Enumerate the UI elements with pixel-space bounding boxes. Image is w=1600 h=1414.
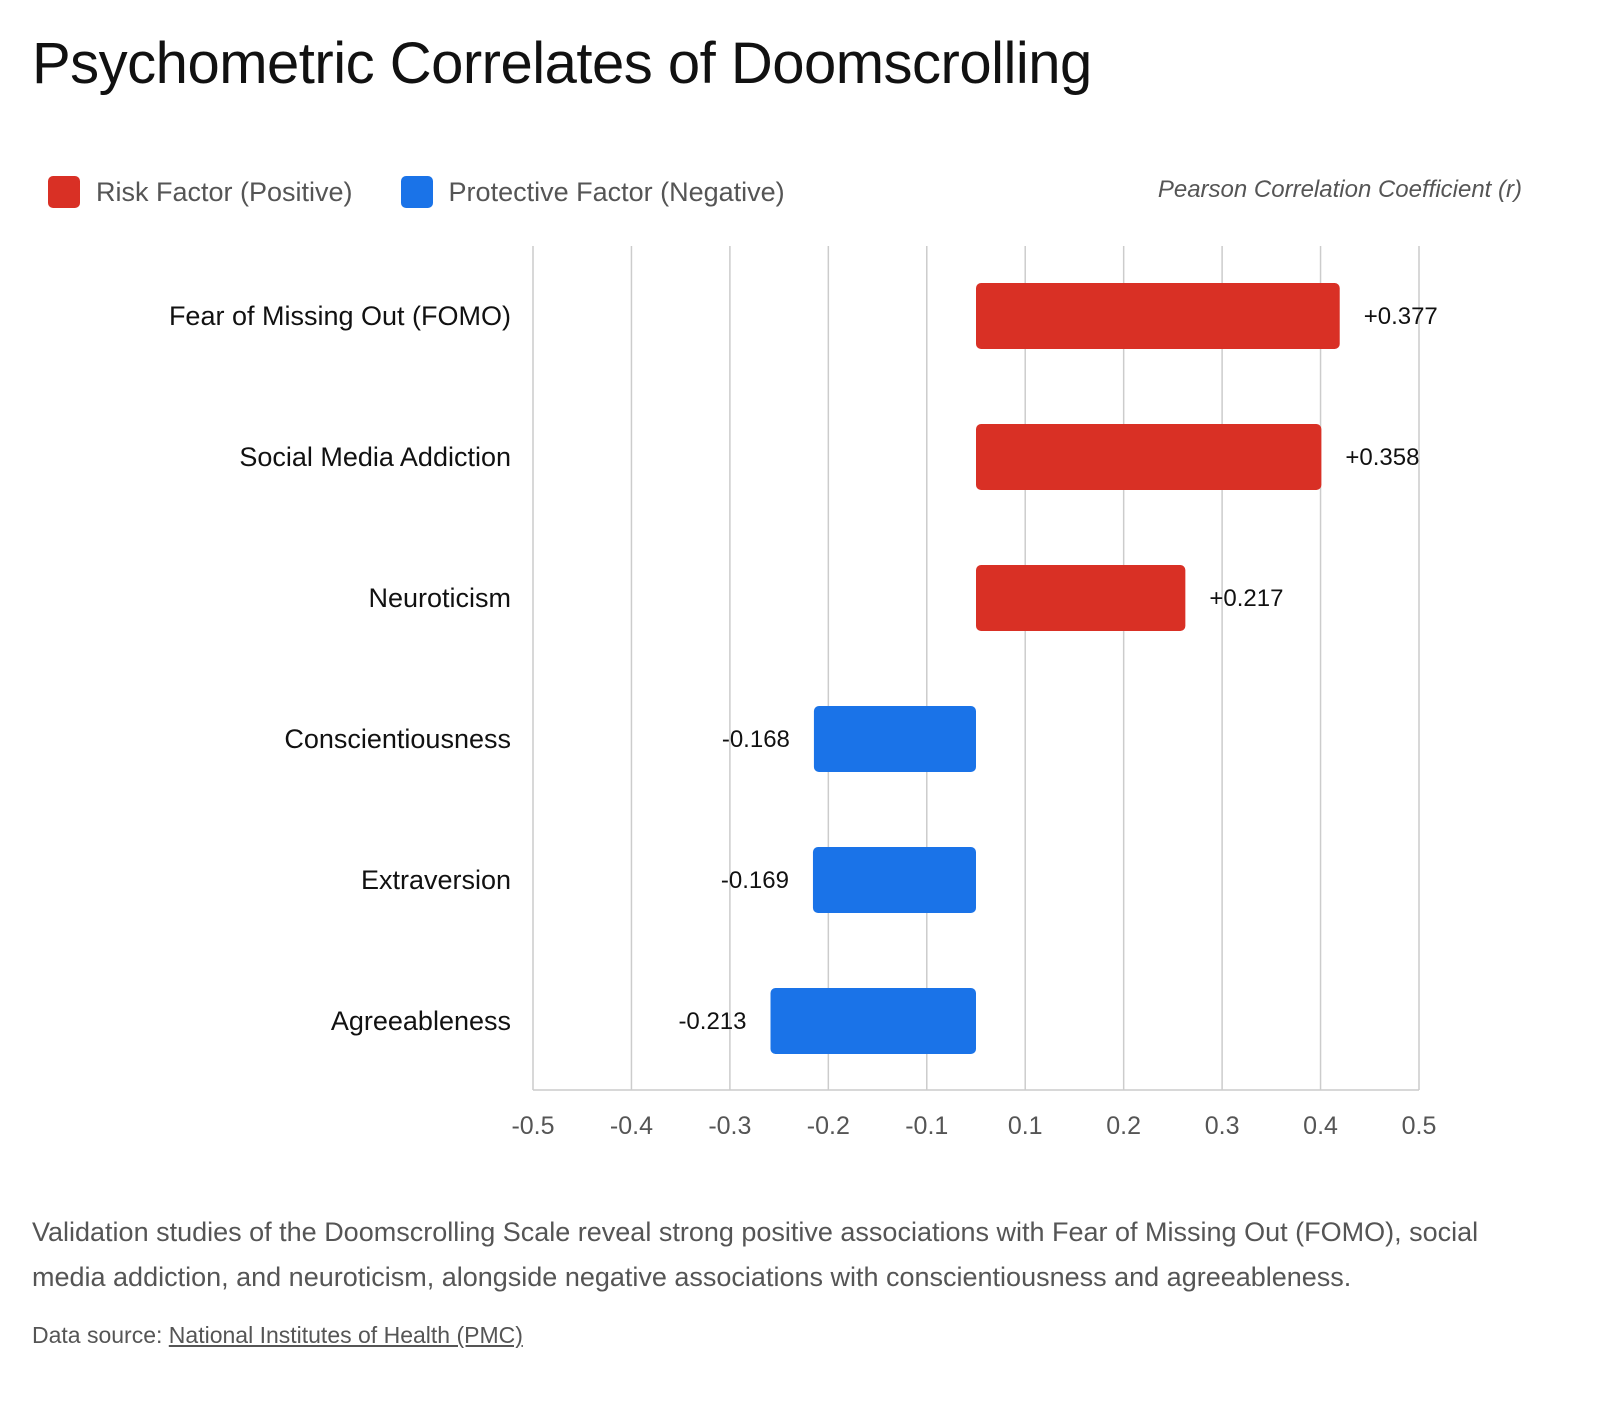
category-label: Conscientiousness — [284, 724, 511, 754]
data-label: -0.168 — [722, 726, 790, 753]
chart-description: Validation studies of the Doomscrolling … — [32, 1217, 1479, 1292]
legend-item-risk[interactable]: Risk Factor (Positive) — [48, 176, 353, 208]
x-tick-label: 0.3 — [1205, 1112, 1240, 1140]
chart-title: Psychometric Correlates of Doomscrolling — [32, 31, 1092, 96]
x-axis-label: Pearson Correlation Coefficient (r) — [1157, 176, 1522, 203]
data-label: +0.217 — [1209, 585, 1283, 612]
data-label: +0.358 — [1345, 444, 1419, 471]
category-label: Neuroticism — [368, 583, 511, 613]
category-label: Extraversion — [361, 865, 511, 895]
data-source-link[interactable]: National Institutes of Health (PMC) — [168, 1322, 523, 1348]
bar — [813, 706, 976, 772]
legend-label-risk: Risk Factor (Positive) — [96, 176, 353, 207]
data-label: -0.169 — [721, 867, 789, 894]
bar — [770, 988, 976, 1054]
x-tick-label: -0.1 — [905, 1112, 948, 1140]
chart-legend: Risk Factor (Positive) Protective Factor… — [48, 172, 833, 212]
x-tick-label: 0.2 — [1106, 1112, 1141, 1140]
category-label: Social Media Addiction — [239, 442, 511, 472]
x-tick-label: -0.5 — [511, 1112, 554, 1140]
bar — [812, 847, 976, 913]
legend-swatch-protective — [400, 176, 433, 208]
legend-label-protective: Protective Factor (Negative) — [448, 176, 785, 207]
x-tick-label: 0.5 — [1402, 1112, 1437, 1140]
x-tick-label: 0.4 — [1303, 1112, 1338, 1140]
x-tick-label: -0.3 — [708, 1112, 751, 1140]
bar — [976, 283, 1340, 349]
category-label: Fear of Missing Out (FOMO) — [169, 301, 511, 331]
x-tick-label: -0.2 — [807, 1112, 850, 1140]
x-tick-label: 0.1 — [1008, 1112, 1043, 1140]
data-source-prefix: Data source: — [32, 1322, 169, 1348]
data-label: -0.213 — [678, 1008, 746, 1035]
bar-chart: -0.5 -0.4 -0.3 -0.2 -0.1 0.1 0.2 0.3 0.4 0.5 Fear … — [169, 246, 1438, 1140]
data-source: Data source: National Institutes of Heal… — [32, 1322, 523, 1349]
legend-item-protective[interactable]: Protective Factor (Negative) — [400, 176, 785, 208]
data-label: +0.377 — [1364, 303, 1438, 330]
category-label: Agreeableness — [331, 1006, 511, 1036]
bar — [976, 424, 1322, 490]
legend-swatch-risk — [48, 176, 80, 208]
bar — [976, 565, 1186, 631]
x-tick-label: -0.4 — [610, 1112, 653, 1140]
